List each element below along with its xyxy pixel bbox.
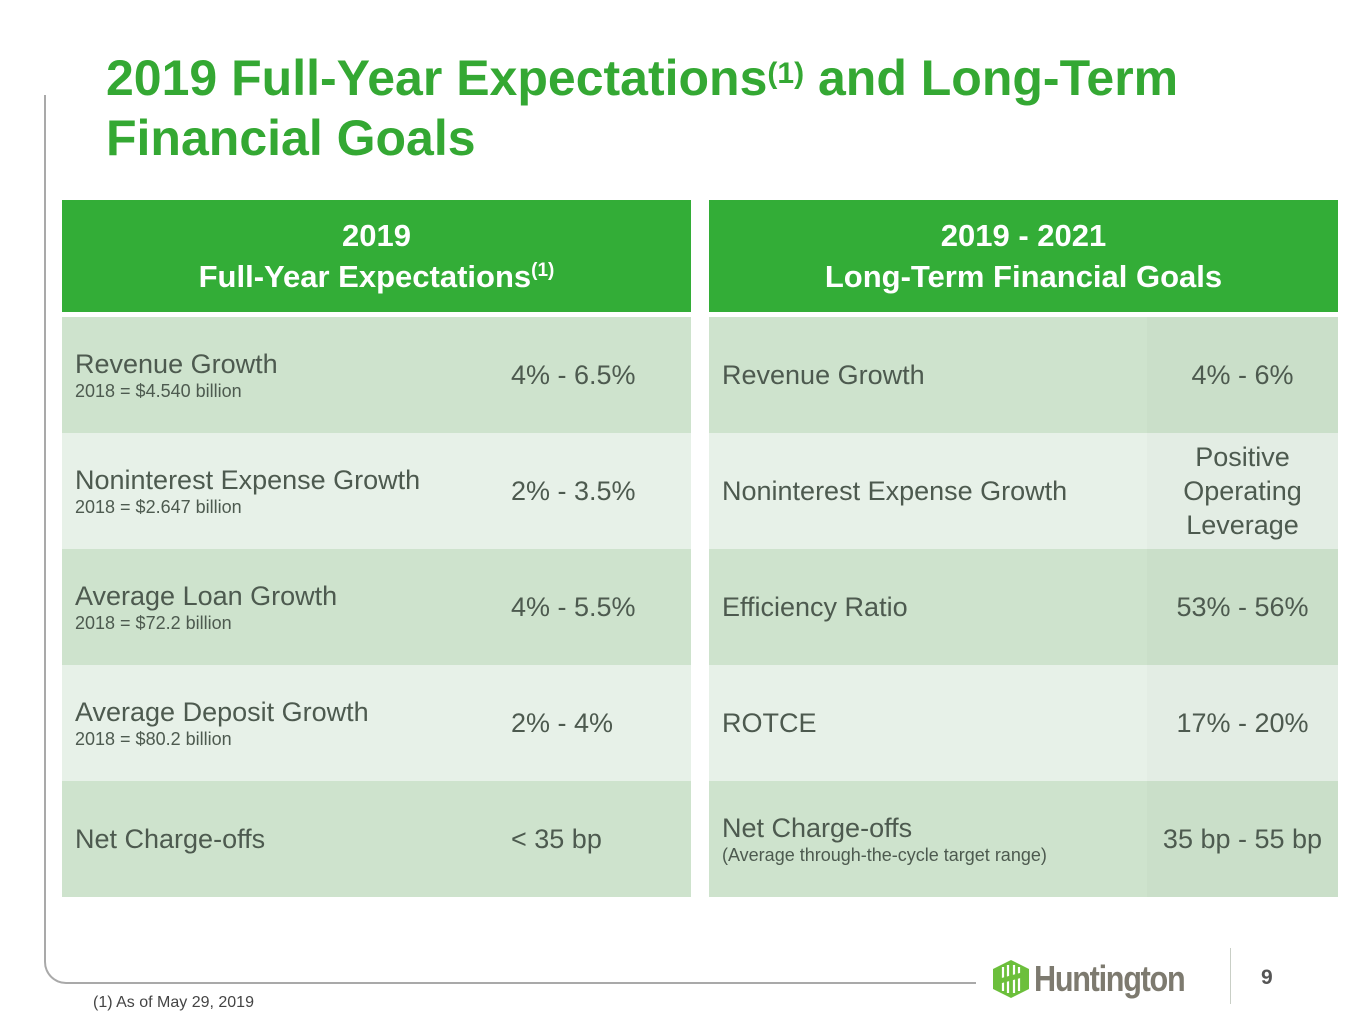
row-label: ROTCE	[722, 708, 817, 739]
metric-name: ROTCE	[722, 707, 817, 738]
metric-name: Efficiency Ratio	[722, 591, 908, 622]
metric-note: 2018 = $80.2 billion	[75, 728, 232, 749]
row-label: Average Loan Growth 2018 = $72.2 billion	[75, 581, 337, 634]
metric-name: Revenue Growth	[75, 348, 278, 379]
metric-note: (Average through-the-cycle target range)	[722, 844, 1047, 865]
metric-name: Revenue Growth	[722, 359, 925, 390]
metric-note: 2018 = $72.2 billion	[75, 612, 232, 633]
metric-value: 53% - 56%	[1176, 592, 1309, 622]
table-row: Average Loan Growth 2018 = $72.2 billion 4…	[62, 549, 691, 665]
huntington-logo: Huntington	[992, 958, 1211, 1000]
footnote: (1) As of May 29, 2019	[93, 994, 254, 1011]
slide-title: 2019 Full-Year Expectations(1) and Long-…	[106, 50, 1179, 166]
table-row: Noninterest Expense Growth 2018 = $2.647 …	[62, 433, 691, 549]
metric-name: Average Loan Growth	[75, 580, 338, 611]
metric-value: 2% - 4%	[511, 708, 614, 738]
metric-name: Net Charge-offs	[75, 823, 266, 854]
table-row: Noninterest Expense Growth Positive Opera…	[709, 433, 1338, 549]
metric-value: < 35 bp	[511, 824, 602, 854]
table-row: Net Charge-offs < 35 bp	[62, 781, 691, 897]
metric-value: Positive Operating Leverage	[1183, 442, 1302, 540]
table-row: Revenue Growth 4% - 6%	[709, 317, 1338, 433]
table-row: Net Charge-offs (Average through-the-cycl…	[709, 781, 1338, 897]
metric-name: Noninterest Expense Growth	[722, 475, 1068, 506]
metric-note: 2018 = $2.647 billion	[75, 496, 242, 517]
row-label: Net Charge-offs (Average through-the-cycl…	[722, 813, 1047, 866]
metric-value: 35 bp - 55 bp	[1162, 824, 1323, 854]
table-row: Efficiency Ratio 53% - 56%	[709, 549, 1338, 665]
metric-value: 4% - 6.5%	[511, 360, 636, 390]
table-row: Revenue Growth 2018 = $4.540 billion 4% - …	[62, 317, 691, 433]
full-year-expectations-table: 2019 Full-Year Expectations(1) Revenue Gr…	[62, 200, 691, 897]
row-label: Net Charge-offs	[75, 824, 265, 855]
row-label: Average Deposit Growth 2018 = $80.2 billi…	[75, 697, 369, 750]
metric-value: 4% - 5.5%	[511, 592, 636, 622]
metric-name: Average Deposit Growth	[75, 696, 369, 727]
metric-value: 17% - 20%	[1176, 708, 1309, 738]
table-row: Average Deposit Growth 2018 = $80.2 billi…	[62, 665, 691, 781]
huntington-hexagon-icon	[993, 960, 1029, 998]
row-label: Revenue Growth	[722, 360, 925, 391]
footer-divider	[1230, 948, 1231, 1004]
row-label: Noninterest Expense Growth	[722, 476, 1067, 507]
table-header: 2019 - 2021 Long-Term Financial Goals	[709, 200, 1338, 312]
metric-note: 2018 = $4.540 billion	[75, 380, 242, 401]
table-row: ROTCE 17% - 20%	[709, 665, 1338, 781]
metric-name: Noninterest Expense Growth	[75, 464, 421, 495]
page-number: 9	[1261, 966, 1273, 989]
metric-value: 2% - 3.5%	[511, 476, 636, 506]
slide-frame-line	[44, 95, 976, 984]
metric-value: 4% - 6%	[1191, 360, 1294, 390]
row-label: Noninterest Expense Growth 2018 = $2.647 …	[75, 465, 420, 518]
row-label: Efficiency Ratio	[722, 592, 908, 623]
row-label: Revenue Growth 2018 = $4.540 billion	[75, 349, 278, 402]
metric-name: Net Charge-offs	[722, 812, 913, 843]
long-term-goals-table: 2019 - 2021 Long-Term Financial Goals Rev…	[709, 200, 1338, 897]
table-header: 2019 Full-Year Expectations(1)	[62, 200, 691, 312]
